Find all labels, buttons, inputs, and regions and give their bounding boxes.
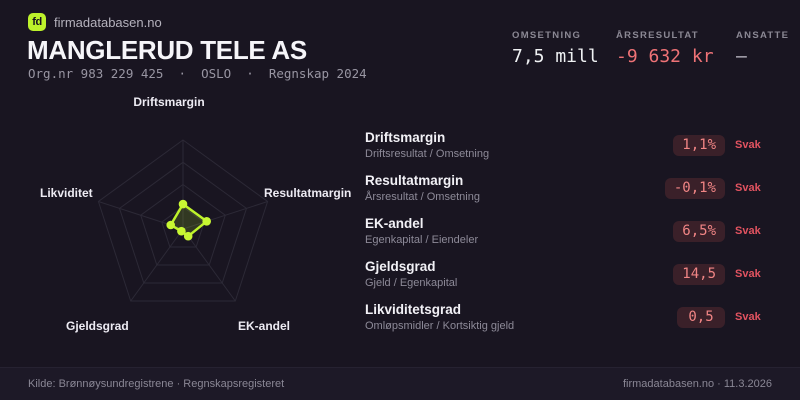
metric-formula: Egenkapital / Eiendeler: [365, 234, 479, 246]
metric-name: EK-andel: [365, 216, 424, 231]
metric-value-pill: 6,5%: [673, 220, 725, 242]
footer-site-date[interactable]: firmadatabasen.no · 11.3.2026: [622, 378, 772, 390]
metric-info: Gjeldsgrad Gjeld / Egenkapital: [365, 259, 457, 289]
stat-value: –: [736, 46, 747, 67]
stat-label: OMSETNING: [512, 30, 582, 41]
site-name-link[interactable]: firmadatabasen.no: [54, 14, 162, 30]
metric-value-group: -0,1% Svak: [664, 177, 763, 199]
metric-rating-badge: Svak: [735, 225, 761, 237]
stat-label: ANSATTE: [736, 30, 790, 41]
radar-chart: [97, 139, 269, 302]
page-title: MANGLERUD TELE AS: [27, 35, 307, 65]
metric-formula: Gjeld / Egenkapital: [365, 277, 458, 289]
radar-axis-label-likviditet: Likviditet: [40, 186, 93, 200]
org-info-line: Org.nr 983 229 425 · OSLO · Regnskap 202…: [28, 66, 367, 81]
metric-info: EK-andel Egenkapital / Eiendeler: [365, 216, 478, 246]
metric-row-ek-andel: EK-andel Egenkapital / Eiendeler 6,5% Sv…: [365, 215, 763, 247]
firmadatabasen-logo[interactable]: fd: [28, 13, 46, 31]
stat-value: -9 632 kr: [616, 46, 714, 67]
key-stats: OMSETNING 7,5 mill ÅRSRESULTAT -9 632 kr…: [512, 30, 789, 67]
stat-arsresultat: ÅRSRESULTAT -9 632 kr: [616, 30, 736, 67]
metric-row-resultatmargin: Resultatmargin Årsresultat / Omsetning -…: [365, 172, 763, 204]
radar-axis-label-resultatmargin: Resultatmargin: [264, 186, 352, 200]
metric-value-pill: 14,5: [673, 263, 725, 285]
metric-rating-badge: Svak: [735, 268, 761, 280]
metric-formula: Årsresultat / Omsetning: [365, 191, 480, 203]
metric-value-group: 14,5 Svak: [673, 263, 763, 285]
stat-value: 7,5 mill: [512, 46, 599, 67]
metric-name: Gjeldsgrad: [365, 259, 436, 274]
metrics-list: Driftsmargin Driftsresultat / Omsetning …: [365, 129, 763, 344]
metric-name: Driftsmargin: [365, 130, 446, 145]
radar-axis-label-ek-andel: EK-andel: [238, 319, 291, 333]
metric-formula: Omløpsmidler / Kortsiktig gjeld: [365, 320, 515, 332]
radar-axis-label-gjeldsgrad: Gjeldsgrad: [66, 319, 129, 333]
metric-row-gjeldsgrad: Gjeldsgrad Gjeld / Egenkapital 14,5 Svak: [365, 258, 763, 290]
metric-row-driftsmargin: Driftsmargin Driftsresultat / Omsetning …: [365, 129, 763, 161]
metric-row-likviditetsgrad: Likviditetsgrad Omløpsmidler / Kortsikti…: [365, 301, 763, 333]
metric-rating-badge: Svak: [735, 182, 761, 194]
metric-info: Driftsmargin Driftsresultat / Omsetning: [365, 130, 489, 160]
metric-info: Resultatmargin Årsresultat / Omsetning: [365, 173, 480, 203]
metric-value-pill: 1,1%: [673, 134, 725, 156]
stat-ansatte: ANSATTE –: [736, 30, 789, 67]
metric-rating-badge: Svak: [735, 139, 761, 151]
metric-rating-badge: Svak: [735, 311, 761, 323]
metric-value-group: 0,5 Svak: [677, 306, 763, 328]
stat-omsetning: OMSETNING 7,5 mill: [512, 30, 616, 67]
brand-row: fd firmadatabasen.no: [28, 13, 162, 31]
footer-bar: Kilde: Brønnøysundregistrene · Regnskaps…: [0, 367, 800, 400]
metric-value-group: 1,1% Svak: [673, 134, 763, 156]
metric-name: Likviditetsgrad: [365, 302, 462, 317]
metric-name: Resultatmargin: [365, 173, 464, 188]
metric-value-group: 6,5% Svak: [673, 220, 763, 242]
footer-source: Kilde: Brønnøysundregistrene · Regnskaps…: [28, 378, 285, 390]
metric-formula: Driftsresultat / Omsetning: [365, 148, 490, 160]
metric-value-pill: 0,5: [677, 306, 725, 328]
radar-axis-label-driftsmargin: Driftsmargin: [133, 95, 205, 109]
metric-value-pill: -0,1%: [664, 177, 725, 199]
metric-info: Likviditetsgrad Omløpsmidler / Kortsikti…: [365, 302, 514, 332]
stat-label: ÅRSRESULTAT: [616, 30, 699, 41]
